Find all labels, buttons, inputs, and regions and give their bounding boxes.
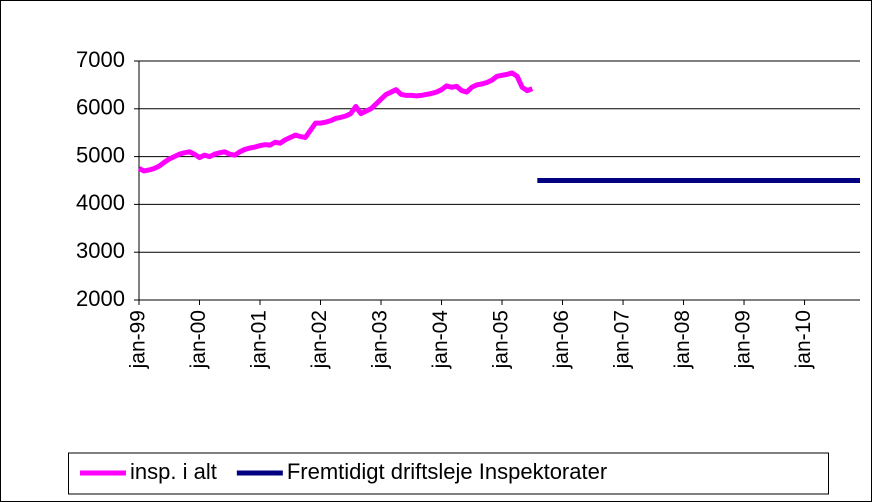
x-tick-label: jan-09: [732, 310, 755, 369]
x-tick-label: jan-04: [429, 310, 452, 370]
legend-label: insp. i alt: [130, 459, 217, 484]
x-tick-label: jan-08: [671, 310, 694, 369]
series-line: [137, 70, 534, 174]
legend-box: [68, 452, 829, 495]
x-tick-label: jan-03: [369, 310, 392, 369]
legend-label: Fremtidigt driftsleje Inspektorater: [287, 459, 607, 484]
y-tick-label: 6000: [76, 95, 125, 120]
x-tick-label: jan-06: [550, 310, 573, 369]
y-tick-label: 5000: [76, 142, 125, 167]
x-tick-label: jan-01: [248, 310, 271, 369]
y-tick-label: 2000: [76, 286, 125, 311]
x-tick-label: jan-10: [792, 310, 815, 369]
x-tick-label: jan-02: [308, 310, 331, 369]
y-tick-label: 4000: [76, 190, 125, 215]
y-tick-label: 3000: [76, 238, 125, 263]
x-tick-label: jan-05: [490, 310, 513, 369]
y-tick-label: 7000: [76, 47, 125, 72]
x-tick-label: jan-99: [127, 310, 150, 369]
x-tick-label: jan-07: [611, 310, 634, 369]
x-tick-label: jan-00: [187, 310, 210, 369]
